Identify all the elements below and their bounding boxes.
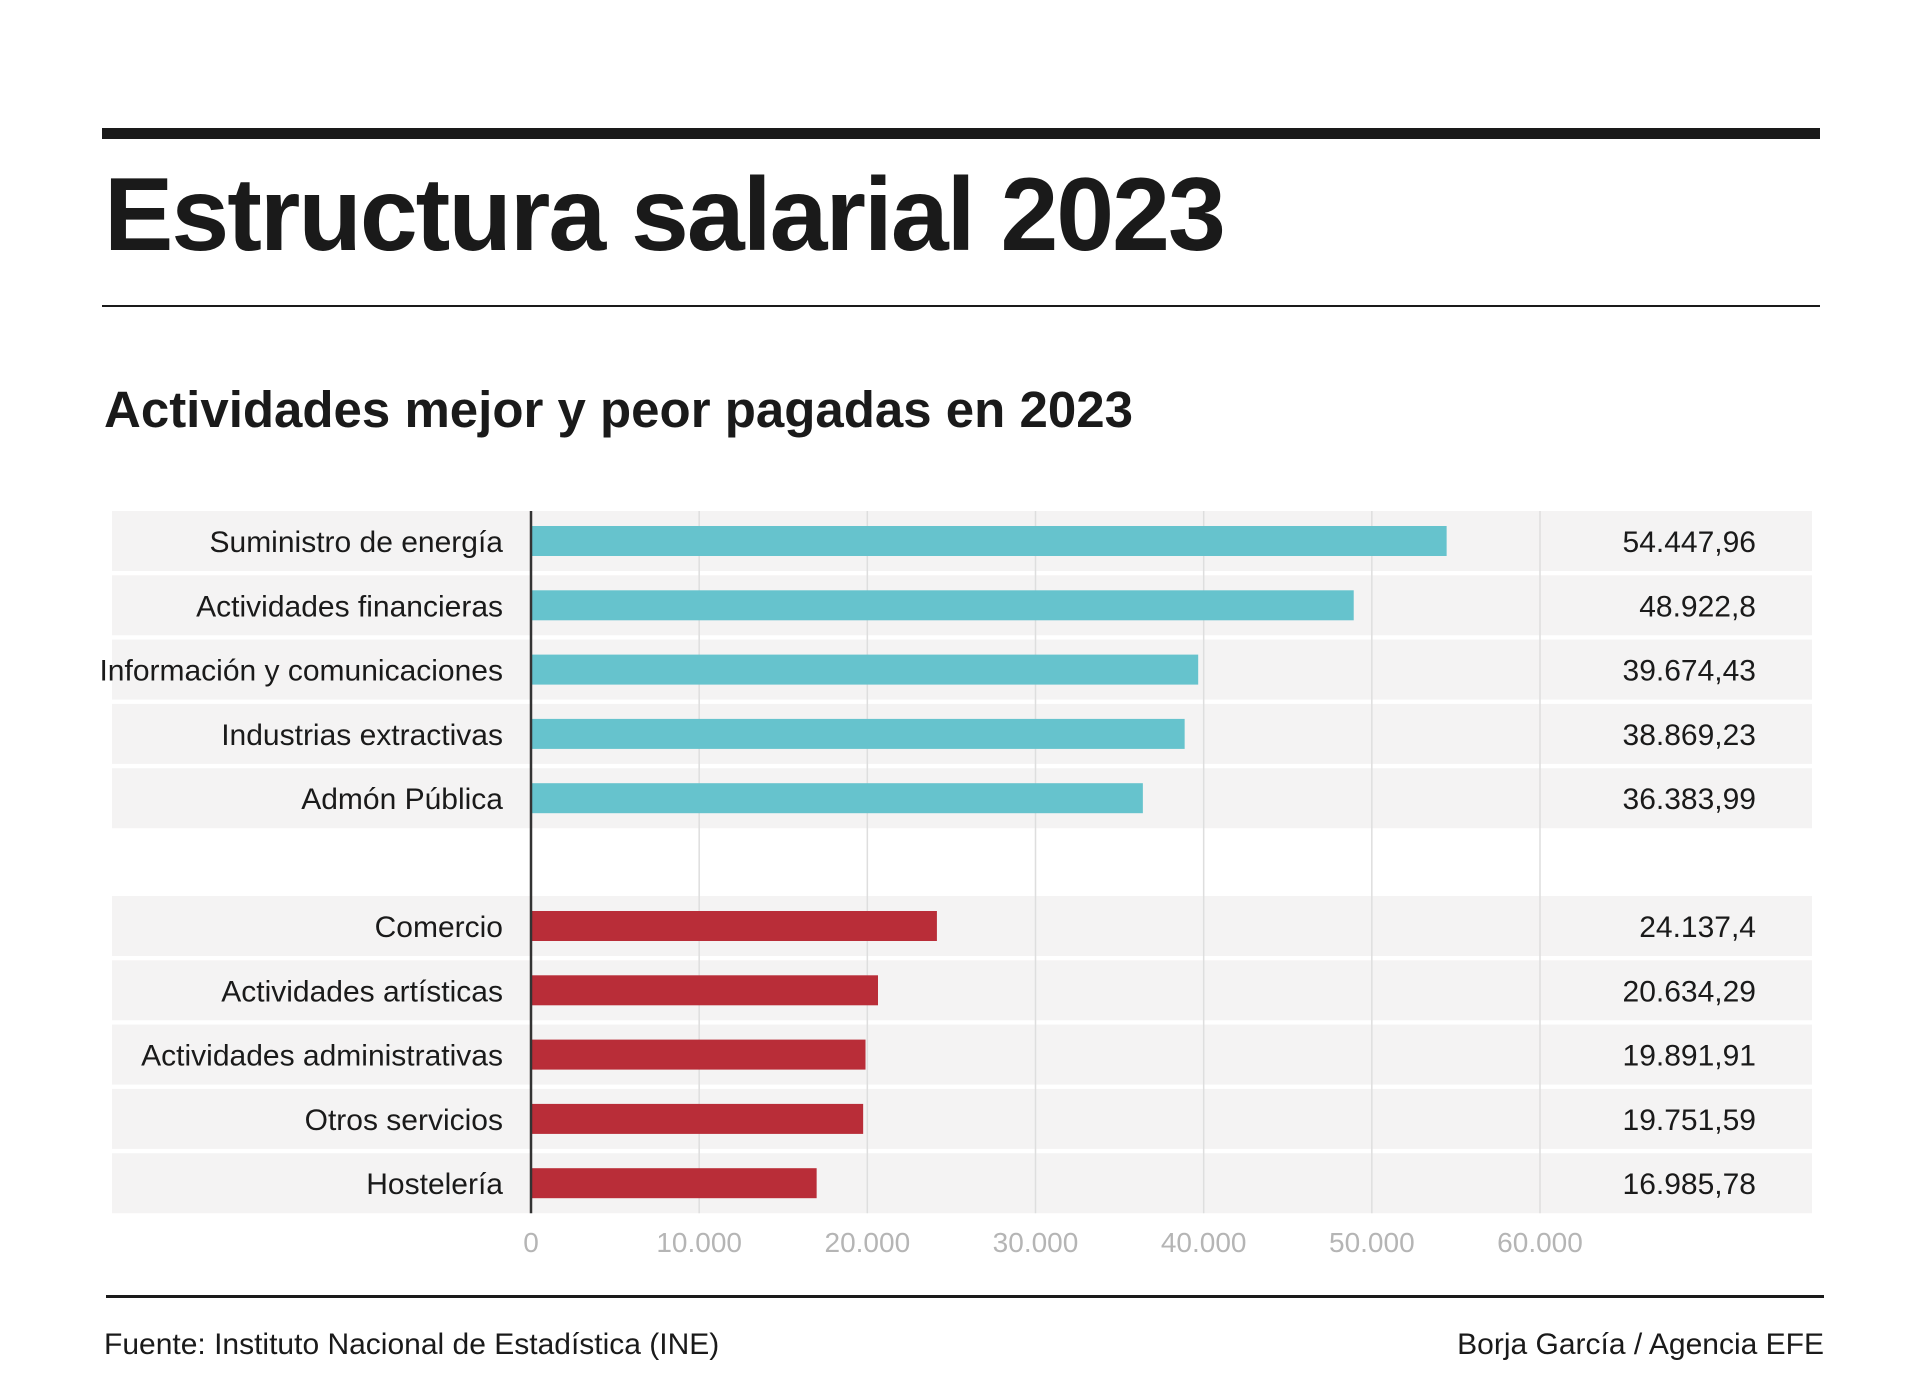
bar bbox=[531, 1039, 866, 1070]
row-band bbox=[112, 1024, 1812, 1085]
category-label: Suministro de energía bbox=[210, 526, 504, 559]
value-label: 38.869,23 bbox=[1623, 719, 1756, 752]
category-label: Información y comunicaciones bbox=[99, 655, 503, 688]
value-label: 19.751,59 bbox=[1623, 1104, 1756, 1137]
footer-rule bbox=[106, 1295, 1824, 1298]
value-label: 36.383,99 bbox=[1623, 783, 1756, 816]
category-label: Admón Pública bbox=[301, 783, 503, 816]
row-band bbox=[112, 1153, 1812, 1214]
x-tick-label: 50.000 bbox=[1329, 1227, 1415, 1258]
value-label: 48.922,8 bbox=[1639, 590, 1756, 623]
top-rule bbox=[102, 128, 1820, 139]
value-label: 16.985,78 bbox=[1623, 1168, 1756, 1201]
x-tick-label: 60.000 bbox=[1497, 1227, 1583, 1258]
category-label: Actividades financieras bbox=[196, 590, 503, 623]
category-label: Actividades administrativas bbox=[141, 1040, 503, 1073]
category-label: Actividades artísticas bbox=[221, 975, 503, 1008]
value-label: 20.634,29 bbox=[1623, 975, 1756, 1008]
x-tick-label: 0 bbox=[523, 1227, 539, 1258]
row-band bbox=[112, 896, 1812, 956]
row-band bbox=[112, 1088, 1812, 1149]
bar bbox=[531, 975, 878, 1006]
source-note: Fuente: Instituto Nacional de Estadístic… bbox=[104, 1328, 720, 1361]
x-tick-label: 30.000 bbox=[993, 1227, 1079, 1258]
chart-title: Estructura salarial 2023 bbox=[104, 157, 1226, 273]
category-label: Otros servicios bbox=[305, 1104, 503, 1137]
credit-note: Borja García / Agencia EFE bbox=[1457, 1328, 1824, 1361]
x-tick-label: 20.000 bbox=[825, 1227, 911, 1258]
x-tick-label: 40.000 bbox=[1161, 1227, 1247, 1258]
bar bbox=[531, 1103, 864, 1134]
bar bbox=[531, 590, 1354, 621]
category-label: Comercio bbox=[375, 911, 503, 944]
value-label: 24.137,4 bbox=[1639, 911, 1756, 944]
category-label: Hostelería bbox=[366, 1168, 503, 1201]
bar bbox=[531, 526, 1447, 556]
bar bbox=[531, 654, 1199, 685]
bar bbox=[531, 718, 1185, 749]
x-tick-label: 10.000 bbox=[656, 1227, 742, 1258]
category-label: Industrias extractivas bbox=[221, 719, 503, 752]
bar bbox=[531, 911, 937, 941]
bar bbox=[531, 1168, 817, 1199]
bar-chart: Suministro de energía 54.447,96 Actividade… bbox=[99, 511, 1812, 1258]
title-rule bbox=[102, 305, 1820, 307]
row-band bbox=[112, 960, 1812, 1021]
bar bbox=[531, 783, 1143, 814]
value-label: 54.447,96 bbox=[1623, 526, 1756, 559]
chart-subtitle: Actividades mejor y peor pagadas en 2023 bbox=[104, 381, 1133, 438]
value-label: 19.891,91 bbox=[1623, 1040, 1756, 1073]
value-label: 39.674,43 bbox=[1623, 655, 1756, 688]
